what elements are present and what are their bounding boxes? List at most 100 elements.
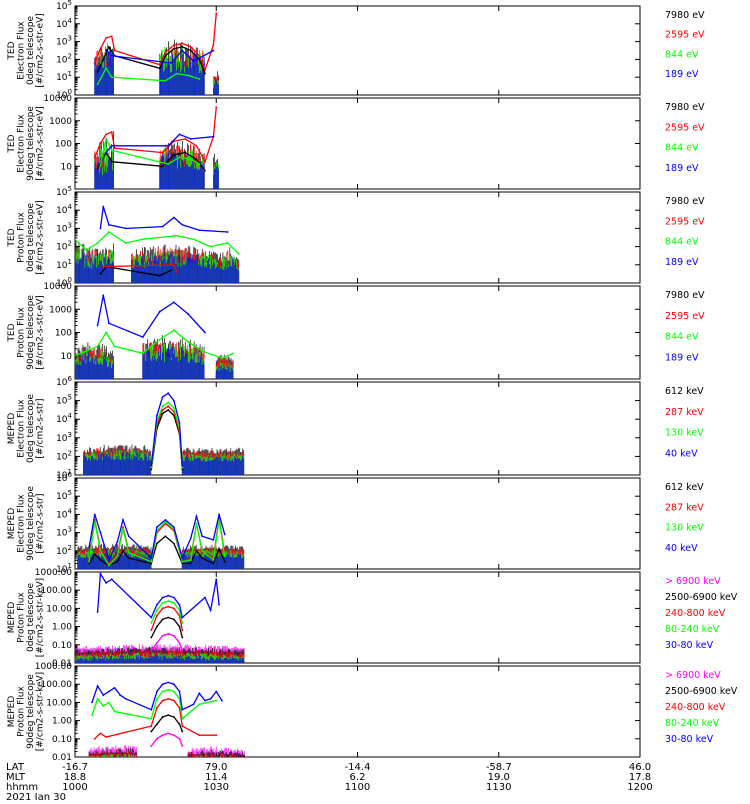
y-axis-label: [#/cm2-s-str-eV] [36, 200, 46, 275]
legend-entry: 30-80 keV [665, 640, 714, 651]
xtick-label: 6.2 [350, 772, 366, 783]
data-point [85, 350, 88, 352]
ytick-label: 106 [56, 471, 72, 484]
data-point [150, 725, 153, 727]
data-point [161, 634, 164, 637]
data-point [167, 600, 170, 603]
legend-entry: 30-80 keV [665, 734, 714, 745]
data-point [158, 63, 161, 66]
data-point [201, 350, 204, 352]
data-point [156, 625, 158, 628]
ytick-label: 10 [61, 352, 73, 362]
legend-entry: 80-240 keV [665, 624, 720, 635]
panel-4: 10 100 1000 10000 TED Proton Flux 90deg telesc… [7, 282, 705, 380]
series-2500-6900-kev [150, 714, 183, 732]
data-point [167, 392, 170, 395]
y-axis-label: 0deg telescope [26, 203, 36, 273]
series--6900-kev [150, 732, 183, 747]
data-point [172, 526, 175, 529]
y-axis-label: TED [7, 134, 17, 153]
data-point [212, 562, 215, 565]
data-point [175, 234, 178, 237]
data-point [195, 515, 198, 518]
data-point [172, 716, 175, 718]
data-point [170, 269, 172, 272]
data-point [127, 551, 130, 554]
y-axis-label: Electron Flux [17, 494, 27, 553]
data-point [204, 596, 206, 599]
legend-entry: 2595 eV [665, 122, 705, 133]
data-point [150, 616, 153, 619]
data-point [167, 144, 170, 147]
data-point [167, 409, 170, 411]
series-189-ev [105, 133, 214, 154]
data-point [150, 636, 153, 639]
ytick-label: 105 [56, 0, 72, 12]
data-point [99, 559, 102, 561]
burst-noise [94, 131, 219, 189]
data-point [127, 557, 130, 559]
data-point [158, 67, 161, 70]
data-point [122, 526, 124, 529]
data-point [198, 692, 201, 695]
data-point [181, 562, 184, 565]
legend-entry: 2500-6900 keV [665, 686, 738, 697]
data-point [113, 686, 116, 689]
data-point [184, 138, 187, 140]
data-point [96, 324, 99, 327]
data-point [161, 151, 164, 154]
burst-noise [75, 644, 245, 663]
y-axis-label: 90deg telescope [26, 295, 36, 370]
data-point [93, 513, 96, 516]
data-point [116, 555, 119, 558]
data-point [167, 688, 170, 691]
data-point [161, 683, 164, 686]
data-point [99, 531, 102, 534]
y-axis-label: Electron Flux [17, 114, 27, 173]
data-point [110, 578, 113, 581]
data-point [167, 405, 170, 408]
data-point [209, 245, 212, 248]
x-axis-labels: LAT MLT hhmm 2021 Jan 30 -16.7 79.0 -14.4 -… [6, 762, 653, 803]
burst-noise [75, 242, 240, 283]
data-point [178, 133, 181, 136]
data-point [187, 340, 189, 343]
data-point [108, 701, 110, 704]
data-point [195, 144, 198, 147]
data-point [172, 607, 175, 610]
data-point [127, 535, 130, 538]
xtick-label: 1200 [627, 782, 652, 793]
data-point [167, 681, 170, 684]
data-point [181, 745, 184, 747]
data-point [96, 70, 99, 73]
y-axis-label: 0deg telescope [26, 394, 36, 464]
data-point [96, 611, 99, 613]
data-point [201, 535, 204, 538]
xtick-label: 1030 [204, 782, 229, 793]
data-point [156, 690, 158, 693]
data-point [181, 622, 184, 624]
data-point [150, 557, 153, 559]
data-point [158, 310, 161, 313]
data-point [167, 714, 170, 717]
legend-entry: 2595 eV [665, 216, 705, 227]
series-189-ev [99, 206, 228, 233]
data-point [167, 605, 170, 608]
data-point [150, 745, 153, 747]
y-axis-label: 90deg telescope [26, 674, 36, 749]
data-point [212, 44, 215, 47]
data-point [75, 238, 76, 241]
y-axis-label: 90deg telescope [26, 106, 36, 181]
data-point [105, 133, 107, 136]
data-point [110, 131, 113, 134]
data-point [223, 533, 226, 536]
panel-3: 100 101 102 103 104 105 TED Proton Flux 0deg tel… [7, 185, 705, 289]
noise-spikes [94, 143, 114, 189]
ytick-label: 102 [56, 449, 72, 462]
data-point [172, 734, 175, 737]
data-point [172, 399, 175, 402]
data-point [181, 717, 184, 720]
data-point [102, 58, 105, 61]
legend-entry: 612 keV [665, 482, 704, 493]
data-point [102, 694, 105, 697]
